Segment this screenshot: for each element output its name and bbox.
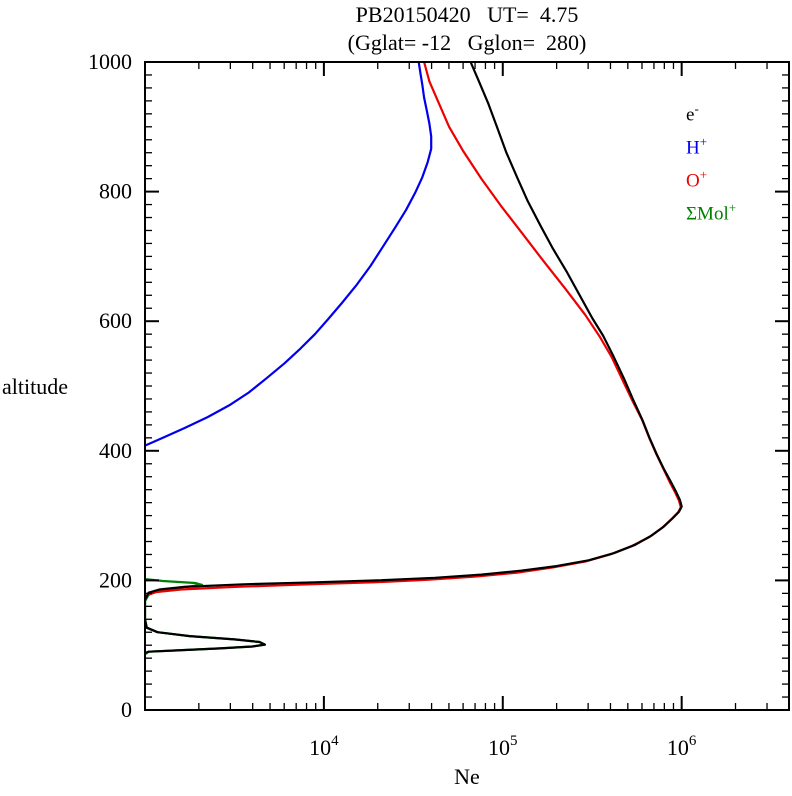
- svg-text:200: 200: [99, 567, 132, 592]
- legend-label: ΣMol: [686, 203, 729, 225]
- legend-item-oxygen-ion: O+: [686, 158, 736, 191]
- svg-text:400: 400: [99, 438, 132, 463]
- legend-item-molecular-ions: ΣMol+: [686, 191, 736, 224]
- y-axis-label: altitude: [2, 374, 68, 399]
- svg-text:104: 104: [309, 733, 339, 760]
- x-axis-label: Ne: [454, 764, 480, 789]
- legend-superscript: +: [699, 167, 708, 182]
- legend-item-electron: e-: [686, 92, 736, 125]
- legend-label: O: [686, 170, 700, 192]
- chart-subtitle: (Gglat= -12 Gglon= 280): [347, 30, 587, 55]
- svg-text:106: 106: [667, 733, 697, 760]
- legend-item-hydrogen-ion: H+: [686, 125, 736, 158]
- legend-superscript: +: [728, 200, 737, 215]
- legend-superscript: -: [694, 101, 699, 116]
- curve-O+: [144, 61, 682, 598]
- legend-label: e: [686, 104, 695, 126]
- legend-label: H: [686, 137, 700, 159]
- svg-text:105: 105: [488, 733, 518, 760]
- svg-text:0: 0: [121, 697, 132, 722]
- curve-e-: [144, 61, 683, 655]
- svg-text:800: 800: [99, 179, 132, 204]
- legend-superscript: +: [699, 134, 708, 149]
- svg-text:600: 600: [99, 308, 132, 333]
- chart-title: PB20150420 UT= 4.75: [355, 2, 579, 27]
- svg-text:1000: 1000: [88, 49, 132, 74]
- legend: e- H+ O+ ΣMol+: [686, 92, 736, 224]
- curve-H+: [144, 61, 433, 447]
